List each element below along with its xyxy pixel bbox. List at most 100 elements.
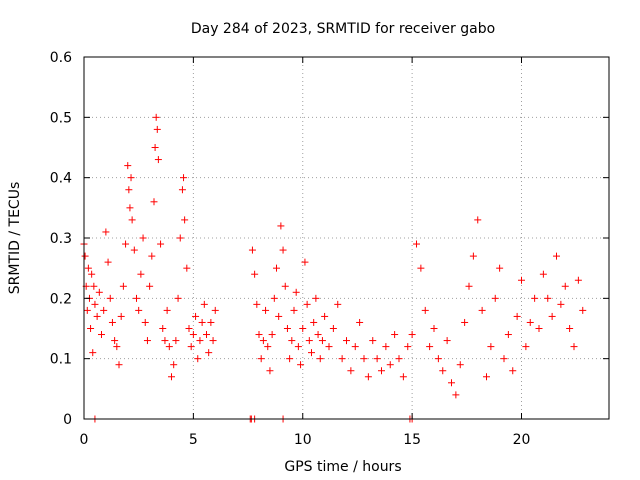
- data-point: [255, 331, 263, 339]
- data-point: [257, 355, 265, 363]
- data-point: [200, 300, 208, 308]
- data-point: [316, 355, 324, 363]
- data-point: [461, 318, 469, 326]
- data-point: [203, 331, 210, 339]
- data-point: [292, 288, 300, 296]
- data-point: [168, 373, 175, 381]
- data-point: [491, 294, 499, 302]
- data-point: [297, 361, 305, 369]
- data-point: [125, 186, 133, 194]
- data-point: [137, 270, 145, 278]
- data-point: [262, 306, 270, 314]
- data-point: [264, 343, 272, 351]
- data-point: [544, 294, 552, 302]
- data-point: [329, 325, 337, 332]
- data-point: [122, 240, 130, 248]
- data-point: [277, 222, 285, 230]
- data-point: [119, 282, 127, 290]
- data-point: [487, 343, 495, 351]
- data-point: [102, 228, 110, 236]
- data-point: [100, 306, 108, 314]
- data-point: [205, 349, 213, 357]
- data-point: [301, 258, 309, 266]
- data-point: [165, 343, 173, 351]
- x-tick-label: 10: [294, 432, 312, 448]
- data-point: [570, 343, 578, 351]
- data-point: [194, 355, 202, 363]
- data-point: [127, 174, 135, 182]
- data-point: [106, 294, 114, 302]
- data-point: [281, 282, 289, 290]
- x-axis-label: GPS time / hours: [284, 459, 401, 475]
- x-tick-label: 5: [189, 432, 198, 448]
- data-point: [579, 306, 587, 314]
- data-point: [561, 282, 569, 290]
- data-point: [535, 325, 543, 332]
- data-point: [128, 216, 136, 224]
- data-point: [163, 306, 171, 314]
- data-point: [500, 355, 508, 363]
- data-point: [133, 294, 140, 302]
- data-point: [325, 343, 333, 351]
- data-point: [382, 343, 390, 351]
- y-tick-label: 0.4: [50, 171, 72, 187]
- data-point: [183, 264, 191, 272]
- data-point: [150, 198, 158, 206]
- data-point: [413, 240, 420, 248]
- data-point: [303, 300, 311, 308]
- data-point: [290, 306, 298, 314]
- data-point: [421, 306, 429, 314]
- data-point: [483, 373, 490, 381]
- data-point: [566, 325, 574, 332]
- data-point: [181, 216, 189, 224]
- data-point: [308, 349, 315, 357]
- data-point: [408, 331, 416, 339]
- data-point: [364, 373, 372, 381]
- data-point: [172, 337, 180, 345]
- data-point: [154, 156, 162, 164]
- data-point: [283, 325, 291, 332]
- data-point: [443, 337, 451, 345]
- data-point: [343, 337, 350, 345]
- y-tick-label: 0.3: [50, 231, 72, 247]
- data-point: [395, 355, 403, 363]
- data-point: [504, 331, 512, 339]
- data-point: [448, 379, 455, 387]
- data-point: [108, 318, 116, 326]
- data-point: [318, 337, 326, 345]
- data-point: [386, 361, 394, 369]
- data-point: [426, 343, 434, 351]
- data-point: [98, 331, 105, 339]
- data-point: [196, 337, 204, 345]
- data-point: [275, 312, 283, 320]
- data-point: [174, 294, 182, 302]
- data-point: [148, 252, 156, 260]
- data-point: [157, 240, 165, 248]
- data-point: [124, 162, 132, 170]
- data-point: [434, 355, 442, 363]
- data-point: [259, 337, 267, 345]
- data-point: [126, 204, 134, 212]
- data-point: [553, 252, 560, 260]
- data-points: [80, 113, 587, 423]
- data-point: [84, 264, 92, 272]
- data-point: [417, 264, 425, 272]
- data-point: [286, 355, 294, 363]
- data-point: [294, 343, 302, 351]
- data-point: [176, 234, 184, 242]
- data-point: [207, 318, 215, 326]
- data-point: [81, 252, 89, 260]
- data-point: [209, 337, 217, 345]
- data-point: [373, 355, 381, 363]
- y-tick-label: 0.1: [50, 352, 72, 368]
- data-point: [95, 288, 103, 296]
- data-point: [526, 318, 534, 326]
- data-point: [439, 367, 447, 375]
- data-point: [83, 306, 91, 314]
- y-tick-label: 0.5: [50, 110, 72, 126]
- data-point: [161, 337, 169, 345]
- data-point: [139, 234, 147, 242]
- data-point: [539, 270, 547, 278]
- data-point: [89, 349, 97, 357]
